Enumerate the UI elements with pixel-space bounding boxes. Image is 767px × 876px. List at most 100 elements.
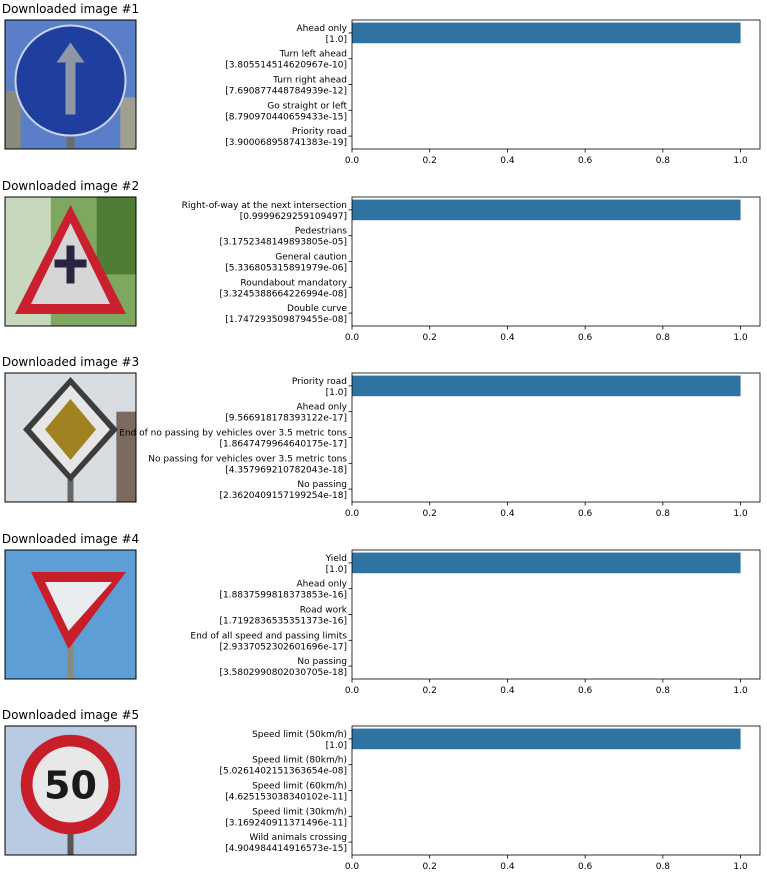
category-label: General caution bbox=[275, 253, 347, 263]
image-title: Downloaded image #3 bbox=[2, 355, 139, 369]
right-of-way-sign-icon bbox=[5, 197, 136, 326]
x-tick-label: 0.2 bbox=[423, 156, 437, 166]
category-label: Yield bbox=[325, 554, 347, 564]
category-label: Turn left ahead bbox=[279, 50, 347, 60]
x-tick-label: 1.0 bbox=[733, 156, 748, 166]
x-tick-label: 0.6 bbox=[578, 862, 593, 872]
value-label: [9.566918178393122e-17] bbox=[225, 414, 347, 424]
ahead-only-sign-icon bbox=[5, 20, 136, 149]
x-tick-label: 0.6 bbox=[578, 156, 593, 166]
value-label: [1.0] bbox=[326, 388, 347, 398]
value-label: [8.790970440659433e-15] bbox=[225, 112, 347, 122]
value-label: [0.9999629259109497] bbox=[240, 212, 347, 222]
x-tick-label: 1.0 bbox=[733, 862, 748, 872]
priority-road-sign-icon bbox=[5, 373, 136, 502]
x-tick-label: 1.0 bbox=[733, 333, 748, 343]
value-label: [1.0] bbox=[326, 35, 347, 45]
value-label: [4.625153038340102e-11] bbox=[225, 793, 347, 803]
category-label: Speed limit (50km/h) bbox=[252, 730, 347, 740]
chart-panel: Downloaded image #2 Right-of-way at the n… bbox=[2, 179, 760, 343]
image-title: Downloaded image #5 bbox=[2, 708, 139, 722]
image-title: Downloaded image #1 bbox=[2, 2, 139, 16]
x-tick-label: 0.8 bbox=[656, 862, 671, 872]
x-tick-label: 0.8 bbox=[656, 686, 671, 696]
x-tick-label: 0.2 bbox=[423, 862, 437, 872]
value-label: [5.0261402151363654e-08] bbox=[220, 767, 347, 777]
value-label: [1.8647479964640175e-17] bbox=[220, 440, 347, 450]
x-tick-label: 0.0 bbox=[345, 686, 360, 696]
category-label: No passing bbox=[297, 657, 347, 667]
category-label: Double curve bbox=[287, 304, 347, 314]
x-tick-label: 0.0 bbox=[345, 156, 360, 166]
category-label: Priority road bbox=[292, 377, 347, 387]
x-tick-label: 0.4 bbox=[500, 509, 515, 519]
bar bbox=[352, 553, 741, 574]
yield-sign-icon bbox=[5, 550, 136, 679]
x-tick-label: 0.0 bbox=[345, 862, 360, 872]
category-label: Right-of-way at the next intersection bbox=[182, 201, 347, 211]
value-label: [5.336805315891979e-06] bbox=[225, 264, 347, 274]
x-tick-label: 0.0 bbox=[345, 509, 360, 519]
sign-text: 50 bbox=[44, 764, 97, 808]
value-label: [1.7192836535351373e-16] bbox=[220, 617, 347, 627]
value-label: [1.8837599818373853e-16] bbox=[220, 591, 347, 601]
image-title: Downloaded image #2 bbox=[2, 179, 139, 193]
x-tick-label: 0.4 bbox=[500, 686, 515, 696]
category-label: End of all speed and passing limits bbox=[190, 631, 347, 641]
value-label: [3.900068958741383e-19] bbox=[225, 138, 347, 148]
value-label: [1.0] bbox=[326, 741, 347, 751]
x-tick-label: 0.8 bbox=[656, 509, 671, 519]
category-label: Ahead only bbox=[296, 580, 347, 590]
bar bbox=[352, 23, 741, 44]
x-tick-label: 1.0 bbox=[733, 686, 748, 696]
category-label: Wild animals crossing bbox=[249, 833, 347, 843]
x-tick-label: 0.2 bbox=[423, 509, 437, 519]
bar bbox=[352, 200, 741, 221]
category-label: Speed limit (60km/h) bbox=[252, 782, 347, 792]
bar bbox=[352, 729, 741, 750]
value-label: [2.3620409157199254e-18] bbox=[220, 491, 347, 501]
value-label: [3.3245388664226994e-08] bbox=[220, 289, 347, 299]
value-label: [3.5802990802030705e-18] bbox=[220, 668, 347, 678]
category-label: No passing bbox=[297, 480, 347, 490]
category-label: Ahead only bbox=[296, 403, 347, 413]
chart-panel: Downloaded image #3 Priority road[1.0] Ahe… bbox=[2, 355, 760, 519]
category-label: No passing for vehicles over 3.5 metric … bbox=[148, 454, 347, 464]
x-tick-label: 0.2 bbox=[423, 333, 437, 343]
value-label: [2.9337052302601696e-17] bbox=[220, 642, 347, 652]
category-label: End of no passing by vehicles over 3.5 m… bbox=[119, 429, 347, 439]
x-tick-label: 0.6 bbox=[578, 509, 593, 519]
image-title: Downloaded image #4 bbox=[2, 532, 139, 546]
value-label: [4.357969210782043e-18] bbox=[225, 465, 347, 475]
value-label: [3.169240911371496e-11] bbox=[225, 818, 347, 828]
category-label: Speed limit (80km/h) bbox=[252, 756, 347, 766]
x-tick-label: 0.4 bbox=[500, 156, 515, 166]
category-label: Road work bbox=[300, 606, 348, 616]
x-tick-label: 0.6 bbox=[578, 333, 593, 343]
category-label: Go straight or left bbox=[267, 101, 347, 111]
category-label: Ahead only bbox=[296, 24, 347, 34]
category-label: Speed limit (30km/h) bbox=[252, 807, 347, 817]
value-label: [3.1752348149893805e-05] bbox=[220, 238, 347, 248]
category-label: Turn right ahead bbox=[272, 76, 347, 86]
chart-panel: Downloaded image #5 50 Speed limit (50km/h… bbox=[2, 708, 760, 872]
x-tick-label: 0.8 bbox=[656, 156, 671, 166]
x-tick-label: 0.4 bbox=[500, 333, 515, 343]
category-label: Roundabout mandatory bbox=[240, 278, 347, 288]
chart-panel: Downloaded image #1 Ahead only[1.0] Turn l… bbox=[2, 2, 760, 166]
value-label: [3.805514514620967e-10] bbox=[225, 61, 347, 71]
value-label: [1.0] bbox=[326, 565, 347, 575]
x-tick-label: 0.6 bbox=[578, 686, 593, 696]
x-tick-label: 1.0 bbox=[733, 509, 748, 519]
x-tick-label: 0.0 bbox=[345, 333, 360, 343]
value-label: [4.904984414916573e-15] bbox=[225, 844, 347, 854]
x-tick-label: 0.2 bbox=[423, 686, 437, 696]
bar bbox=[352, 376, 741, 397]
category-label: Pedestrians bbox=[295, 227, 348, 237]
speed-limit-50-sign-icon: 50 bbox=[5, 726, 136, 855]
x-tick-label: 0.8 bbox=[656, 333, 671, 343]
value-label: [1.747293509879455e-08] bbox=[225, 315, 347, 325]
x-tick-label: 0.4 bbox=[500, 862, 515, 872]
